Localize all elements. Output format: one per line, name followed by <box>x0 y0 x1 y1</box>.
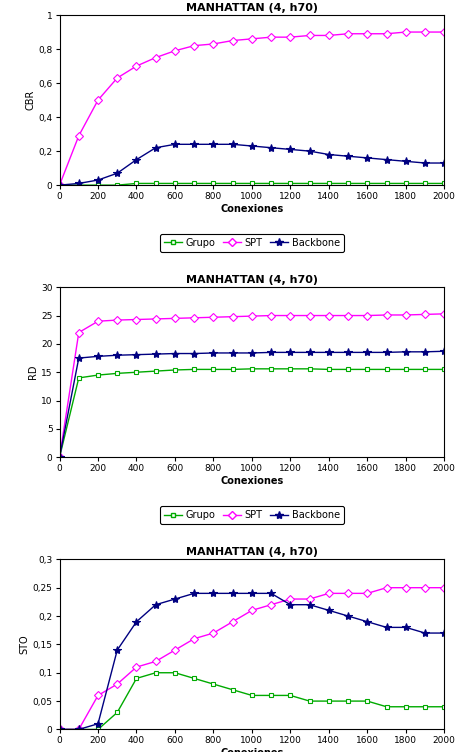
Legend: Grupo, SPT, Backbone: Grupo, SPT, Backbone <box>160 506 344 524</box>
Y-axis label: STO: STO <box>20 635 30 654</box>
X-axis label: Conexiones: Conexiones <box>220 476 284 486</box>
X-axis label: Conexiones: Conexiones <box>220 748 284 752</box>
Legend: Grupo, SPT, Backbone: Grupo, SPT, Backbone <box>160 234 344 252</box>
X-axis label: Conexiones: Conexiones <box>220 204 284 214</box>
Y-axis label: CBR: CBR <box>26 90 36 111</box>
Title: MANHATTAN (4, h70): MANHATTAN (4, h70) <box>186 547 318 557</box>
Title: MANHATTAN (4, h70): MANHATTAN (4, h70) <box>186 3 318 13</box>
Y-axis label: RD: RD <box>28 365 38 380</box>
Title: MANHATTAN (4, h70): MANHATTAN (4, h70) <box>186 275 318 285</box>
